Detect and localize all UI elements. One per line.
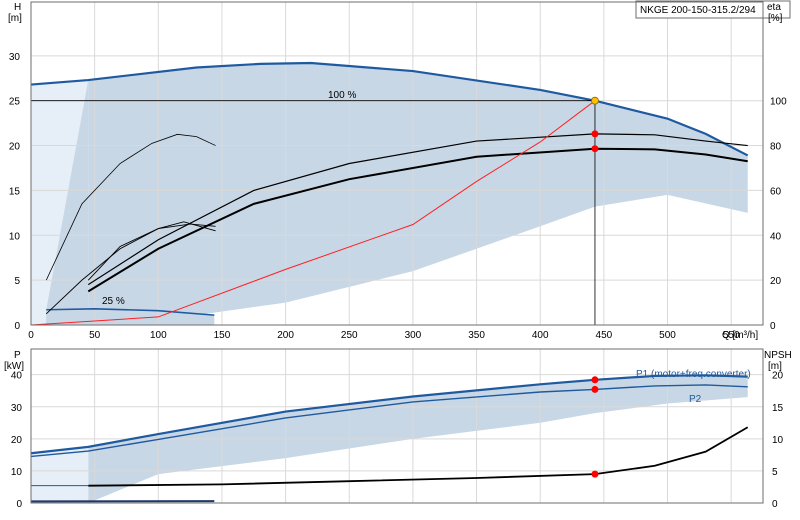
bottom-left-tick-label: 0	[16, 499, 22, 510]
top-plot-frame	[30, 1, 764, 326]
bottom-right-tick-label: 0	[772, 499, 778, 510]
eta-curve-pump	[87, 147, 748, 293]
eta-curve-reduced-speed-1	[45, 133, 216, 281]
npsh-curve	[88, 426, 749, 487]
bottom-right-tick-label: 10	[772, 435, 784, 446]
top-x-tick-label: 550	[723, 330, 740, 341]
bottom-curves	[30, 374, 749, 503]
bottom-right-tick-label: 5	[772, 467, 778, 478]
top-right-axis-unit: [%]	[768, 13, 783, 24]
top-x-tick-label: 450	[596, 330, 613, 341]
legend-p1: P1 (motor+freq.converter)	[636, 369, 751, 380]
p2-curve	[30, 384, 748, 458]
top-left-tick-label: 5	[14, 276, 20, 287]
bottom-left-axis-label: P	[14, 350, 21, 361]
top-right-tick-label: 100	[770, 97, 787, 108]
top-x-tick-label: 100	[150, 330, 167, 341]
top-x-tick-label: 300	[405, 330, 422, 341]
top-left-tick-label: 0	[14, 321, 20, 332]
p1-marker	[591, 376, 599, 384]
bottom-left-axis-unit: [kW]	[4, 361, 24, 372]
top-operating-band	[31, 63, 748, 326]
duty-point-marker	[591, 96, 599, 105]
top-right-tick-label: 0	[770, 321, 776, 332]
top-x-axis-label: Q [m³/h]	[722, 330, 758, 341]
plot-frames	[30, 1, 764, 504]
top-left-axis-unit: [m]	[8, 13, 22, 24]
top-left-tick-label: 25	[9, 97, 21, 108]
band-left-slope	[46, 80, 89, 325]
bottom-left-tick-label: 10	[11, 467, 23, 478]
system-curve	[30, 100, 596, 326]
h-curve-25-percent	[46, 308, 215, 316]
band-light-region-bottom	[31, 446, 89, 503]
bottom-plot-frame	[30, 348, 764, 504]
top-right-axis-label: eta	[767, 2, 781, 13]
top-curves	[30, 61, 749, 326]
p2-marker	[591, 385, 599, 393]
bottom-grid	[30, 349, 763, 504]
top-right-tick-label: 80	[770, 142, 782, 153]
bottom-left-tick-label: 20	[11, 435, 23, 446]
eta-curve-reduced-speed-3	[87, 223, 216, 281]
top-x-tick-label: 250	[341, 330, 358, 341]
p1-curve	[30, 374, 748, 455]
bottom-right-tick-label: 15	[772, 403, 784, 414]
bottom-right-axis-unit: [m]	[768, 361, 782, 372]
top-x-tick-label: 350	[468, 330, 485, 341]
title-box	[635, 0, 791, 19]
bottom-right-tick-label: 20	[772, 371, 784, 382]
annotation-25-percent: 25 %	[102, 296, 125, 307]
top-left-axis-label: H	[14, 2, 21, 13]
top-left-tick-label: 30	[9, 52, 21, 63]
top-x-tick-label: 150	[214, 330, 231, 341]
eta-pump-marker	[591, 145, 599, 153]
top-x-tick-label: 50	[89, 330, 101, 341]
eta-curve-reduced-speed-2	[45, 221, 216, 315]
eta-total-marker	[591, 130, 599, 138]
top-x-tick-label: 500	[659, 330, 676, 341]
bottom-left-tick-label: 30	[11, 403, 23, 414]
band-main-region	[88, 63, 748, 326]
h-curve-100-percent	[30, 61, 749, 157]
top-left-tick-label: 20	[9, 142, 21, 153]
top-left-tick-label: 15	[9, 186, 21, 197]
top-x-tick-label: 0	[28, 330, 34, 341]
annotation-100-percent: 100 %	[328, 90, 356, 101]
legend-p2: P2	[689, 394, 702, 405]
tick-labels: 0 50 100 150 200 250 300 350 400 450 500 5500510152…	[9, 52, 787, 510]
top-right-tick-label: 20	[770, 276, 782, 287]
top-right-tick-label: 60	[770, 186, 782, 197]
top-x-tick-label: 200	[277, 330, 294, 341]
bottom-left-tick-label: 40	[11, 371, 23, 382]
bottom-right-axis-label: NPSH	[764, 350, 792, 361]
chart-title: NKGE 200-150-315.2/294	[640, 5, 756, 16]
chart-text: NKGE 200-150-315.2/294 H [m] eta [%] Q […	[4, 0, 792, 405]
top-x-tick-label: 400	[532, 330, 549, 341]
top-left-tick-label: 10	[9, 231, 21, 242]
top-right-tick-label: 40	[770, 231, 782, 242]
npsh-marker	[591, 470, 599, 478]
